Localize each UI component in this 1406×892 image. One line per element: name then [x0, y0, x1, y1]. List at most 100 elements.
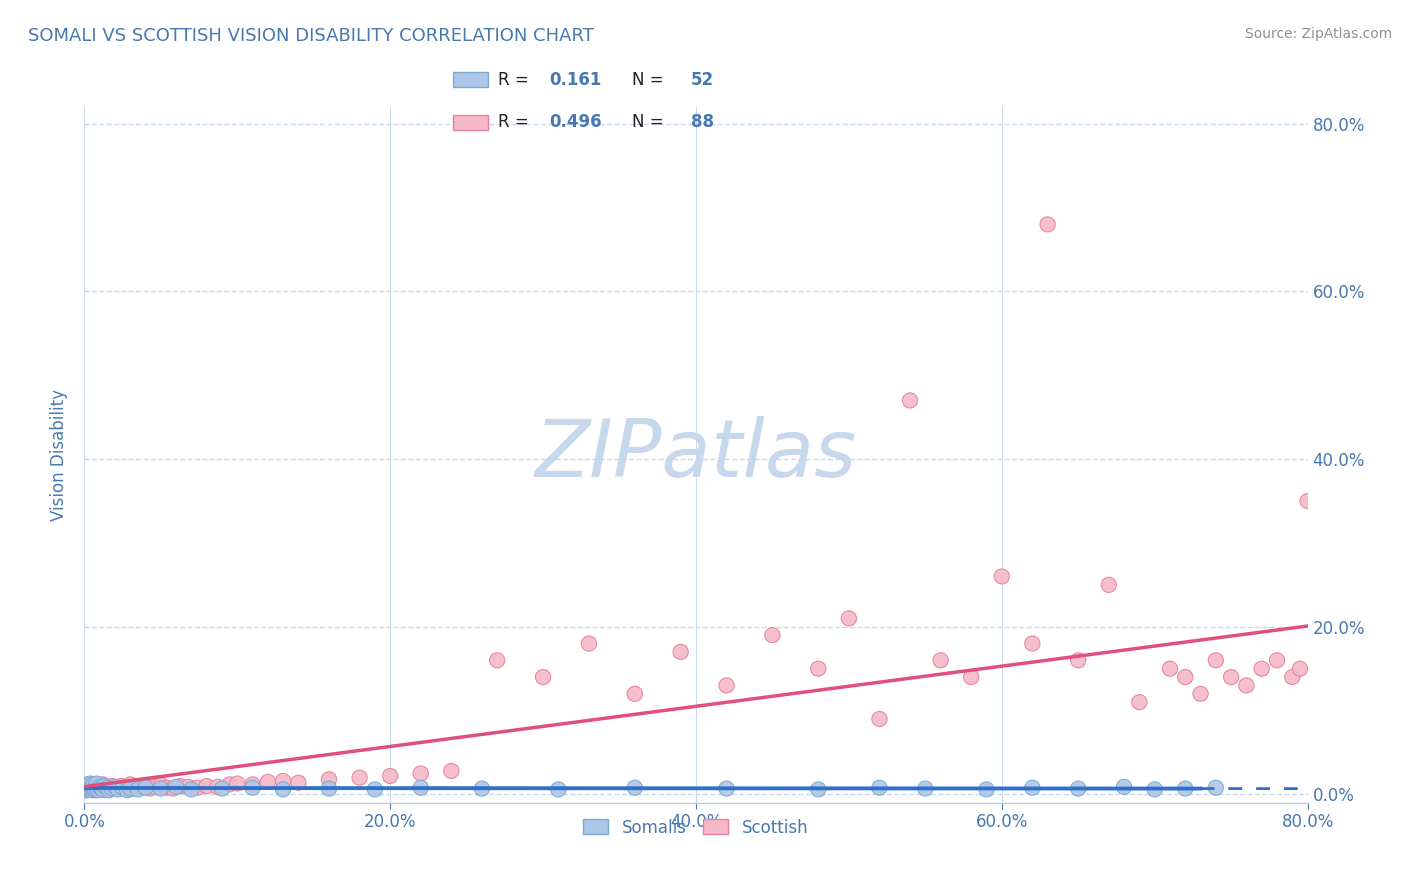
Ellipse shape: [994, 569, 1010, 584]
Ellipse shape: [1163, 661, 1178, 676]
Ellipse shape: [1223, 670, 1239, 684]
Ellipse shape: [222, 777, 238, 792]
Ellipse shape: [82, 779, 97, 794]
Ellipse shape: [276, 773, 291, 789]
Ellipse shape: [872, 712, 887, 726]
Ellipse shape: [166, 781, 181, 796]
Ellipse shape: [107, 780, 122, 795]
Ellipse shape: [83, 780, 98, 795]
Ellipse shape: [1208, 653, 1223, 668]
Ellipse shape: [159, 780, 174, 796]
Ellipse shape: [89, 776, 104, 791]
Ellipse shape: [80, 777, 96, 792]
Ellipse shape: [1040, 217, 1056, 232]
Ellipse shape: [125, 781, 141, 796]
Ellipse shape: [1025, 636, 1040, 651]
Ellipse shape: [104, 779, 120, 794]
Ellipse shape: [1239, 678, 1254, 693]
Ellipse shape: [120, 782, 135, 797]
Ellipse shape: [91, 780, 107, 795]
Ellipse shape: [83, 776, 98, 791]
Ellipse shape: [1147, 782, 1163, 797]
Ellipse shape: [229, 776, 245, 791]
Text: R =: R =: [498, 70, 529, 89]
Ellipse shape: [367, 782, 382, 797]
Ellipse shape: [811, 661, 825, 676]
Ellipse shape: [413, 780, 429, 796]
Ellipse shape: [209, 780, 225, 795]
Ellipse shape: [1178, 781, 1192, 796]
Ellipse shape: [872, 780, 887, 796]
Ellipse shape: [673, 644, 689, 659]
Ellipse shape: [718, 781, 734, 796]
Text: ZIPatlas: ZIPatlas: [534, 416, 858, 494]
Ellipse shape: [100, 780, 115, 796]
Ellipse shape: [903, 392, 918, 408]
Ellipse shape: [1178, 670, 1192, 684]
Ellipse shape: [87, 782, 103, 797]
Ellipse shape: [114, 779, 129, 794]
Ellipse shape: [214, 781, 229, 796]
Ellipse shape: [138, 779, 153, 794]
Ellipse shape: [104, 781, 120, 796]
Ellipse shape: [135, 780, 150, 796]
Ellipse shape: [1292, 661, 1308, 676]
Ellipse shape: [96, 777, 110, 792]
Ellipse shape: [82, 782, 97, 797]
Ellipse shape: [87, 779, 103, 794]
Ellipse shape: [1361, 653, 1376, 668]
Ellipse shape: [148, 780, 162, 795]
Ellipse shape: [90, 782, 105, 797]
Ellipse shape: [110, 782, 125, 797]
Ellipse shape: [110, 781, 125, 796]
Text: 52: 52: [690, 70, 714, 89]
Ellipse shape: [918, 781, 934, 796]
Ellipse shape: [276, 782, 291, 797]
Ellipse shape: [131, 782, 146, 797]
Ellipse shape: [142, 781, 157, 796]
Ellipse shape: [1116, 780, 1132, 795]
Ellipse shape: [117, 780, 132, 796]
Ellipse shape: [811, 782, 825, 797]
Ellipse shape: [1392, 661, 1406, 676]
FancyBboxPatch shape: [453, 114, 488, 130]
Text: Source: ZipAtlas.com: Source: ZipAtlas.com: [1244, 27, 1392, 41]
Ellipse shape: [96, 782, 110, 797]
Ellipse shape: [1346, 678, 1361, 693]
Ellipse shape: [86, 777, 101, 792]
Ellipse shape: [963, 670, 979, 684]
Ellipse shape: [84, 781, 100, 796]
Ellipse shape: [153, 781, 169, 796]
Ellipse shape: [107, 780, 122, 795]
Ellipse shape: [1254, 661, 1270, 676]
Ellipse shape: [169, 780, 184, 795]
Ellipse shape: [86, 777, 101, 792]
Text: SOMALI VS SCOTTISH VISION DISABILITY CORRELATION CHART: SOMALI VS SCOTTISH VISION DISABILITY COR…: [28, 27, 593, 45]
Legend: Somalis, Scottish: Somalis, Scottish: [576, 812, 815, 843]
Text: N =: N =: [633, 70, 664, 89]
Ellipse shape: [1025, 780, 1040, 796]
Ellipse shape: [200, 779, 214, 794]
Ellipse shape: [190, 780, 205, 796]
Ellipse shape: [101, 782, 117, 797]
Ellipse shape: [1192, 686, 1208, 701]
Ellipse shape: [181, 780, 195, 795]
Ellipse shape: [979, 782, 994, 797]
Ellipse shape: [1376, 670, 1392, 684]
Ellipse shape: [101, 782, 117, 797]
Ellipse shape: [841, 611, 856, 626]
Ellipse shape: [245, 777, 260, 792]
Ellipse shape: [94, 781, 108, 796]
Ellipse shape: [718, 678, 734, 693]
Ellipse shape: [474, 781, 489, 796]
Ellipse shape: [173, 779, 188, 794]
Ellipse shape: [94, 781, 108, 796]
Ellipse shape: [184, 782, 200, 797]
Ellipse shape: [86, 781, 101, 796]
Ellipse shape: [131, 780, 146, 795]
Ellipse shape: [1070, 653, 1085, 668]
Ellipse shape: [80, 780, 96, 796]
Ellipse shape: [100, 780, 115, 796]
Ellipse shape: [322, 781, 336, 796]
FancyBboxPatch shape: [453, 72, 488, 87]
